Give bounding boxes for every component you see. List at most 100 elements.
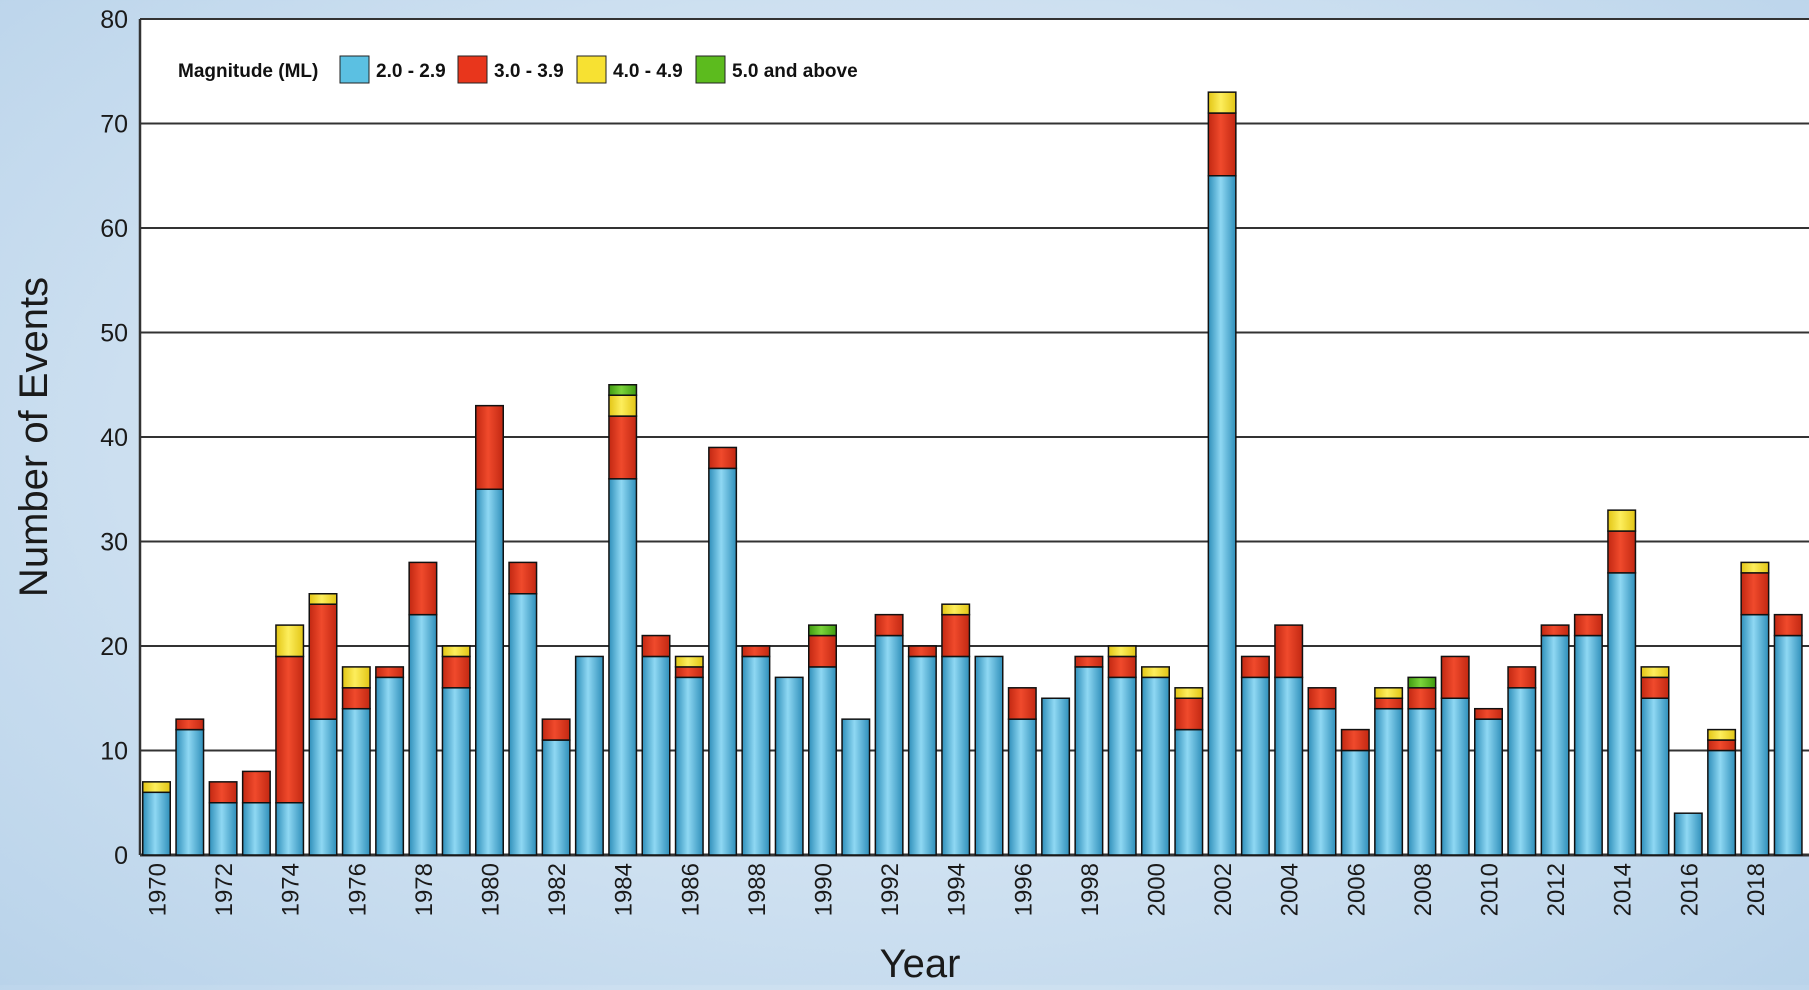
bar-segment-1983-s1 <box>574 655 604 856</box>
bars <box>142 91 1803 856</box>
bar-segment-1998-s2 <box>1074 655 1104 668</box>
bar-segment-1985-s2 <box>641 634 671 658</box>
bar-segment-2015-s1 <box>1640 697 1670 856</box>
bar-segment-1990-s1 <box>808 666 837 856</box>
bar-segment-2014-s2 <box>1607 530 1637 574</box>
legend-swatch <box>457 55 488 84</box>
bar-segment-1973-s2 <box>241 770 271 804</box>
legend-label: 3.0 - 3.9 <box>494 61 564 82</box>
bar-segment-1974-s2 <box>275 655 305 804</box>
bar-segment-2014-s3 <box>1607 509 1637 532</box>
legend-swatch <box>339 55 370 84</box>
x-tick-label: 1976 <box>344 863 371 916</box>
bar-segment-1990-s2 <box>808 634 837 668</box>
x-tick-label: 1974 <box>278 863 305 916</box>
bar-segment-1975-s2 <box>308 603 338 720</box>
y-tick-label: 0 <box>114 842 128 870</box>
bar-segment-1997-s1 <box>1041 697 1071 856</box>
bar-segment-2010-s2 <box>1474 707 1503 720</box>
bar-segment-2001-s3 <box>1174 687 1204 699</box>
bar-segment-2012-s1 <box>1540 634 1570 856</box>
bar-segment-1980-s2 <box>475 404 504 490</box>
y-tick-label: 70 <box>100 111 128 139</box>
x-tick-label: 2008 <box>1410 863 1437 916</box>
x-tick-label: 2018 <box>1743 863 1770 916</box>
bar-segment-1994-s3 <box>941 603 971 616</box>
bar-segment-2017-s1 <box>1707 749 1737 856</box>
bar-segment-2005-s1 <box>1307 707 1337 856</box>
y-tick-label: 20 <box>100 633 128 661</box>
legend-label: 2.0 - 2.9 <box>376 61 446 82</box>
bar-segment-1985-s1 <box>641 655 671 856</box>
x-tick-label: 2002 <box>1210 863 1237 916</box>
bar-segment-2017-s3 <box>1707 728 1737 741</box>
legend-title: Magnitude (ML) <box>178 61 318 82</box>
bar-segment-2007-s1 <box>1374 707 1404 856</box>
bar-segment-2002-s2 <box>1207 112 1237 177</box>
x-tick-label: 2004 <box>1277 863 1304 916</box>
bar-segment-1994-s1 <box>941 655 971 856</box>
bar-segment-2015-s2 <box>1640 676 1670 699</box>
bar-segment-2013-s1 <box>1573 634 1603 856</box>
bar-segment-1971-s2 <box>175 718 205 731</box>
bar-segment-2001-s2 <box>1174 697 1204 731</box>
x-tick-label: 1992 <box>877 863 904 916</box>
bar-segment-1980-s1 <box>475 488 504 856</box>
bar-segment-2001-s1 <box>1174 728 1204 856</box>
bar-segment-1975-s1 <box>308 718 338 856</box>
bar-segment-1996-s1 <box>1007 718 1037 856</box>
bar-segment-1986-s3 <box>674 655 704 668</box>
bar-segment-2016-s1 <box>1673 812 1703 856</box>
x-tick-label: 2014 <box>1610 863 1637 916</box>
bar-segment-2007-s2 <box>1374 697 1404 710</box>
bar-segment-1984-s2 <box>608 415 638 480</box>
bar-segment-1978-s1 <box>408 613 438 856</box>
x-axis-title: Year <box>880 942 961 985</box>
bar-segment-2018-s3 <box>1740 561 1770 574</box>
x-tick-label: 2000 <box>1144 863 1171 916</box>
bar-segment-1977-s1 <box>375 676 405 856</box>
bar-segment-1987-s1 <box>708 467 738 856</box>
x-tick-label: 1988 <box>744 863 771 916</box>
bar-segment-1976-s1 <box>341 707 371 856</box>
bar-segment-2011-s1 <box>1507 687 1537 856</box>
x-tick-label: 2016 <box>1676 863 1703 916</box>
bar-segment-2006-s2 <box>1340 728 1370 752</box>
x-tick-label: 1986 <box>677 863 704 916</box>
legend-swatch <box>576 55 607 84</box>
bar-segment-1984-s4 <box>608 384 638 396</box>
bar-segment-1981-s1 <box>508 593 538 856</box>
bar-segment-2019-s1 <box>1773 634 1803 856</box>
bar-segment-2003-s1 <box>1240 676 1270 856</box>
x-tick-label: 1998 <box>1077 863 1104 916</box>
y-tick-label: 60 <box>100 215 128 243</box>
bar-segment-2017-s2 <box>1707 739 1737 752</box>
bar-segment-1984-s3 <box>608 394 638 417</box>
bar-segment-1981-s2 <box>508 561 538 595</box>
x-tick-label: 1994 <box>944 863 971 916</box>
bar-segment-2007-s3 <box>1374 687 1404 699</box>
x-tick-label: 1972 <box>211 863 238 916</box>
bar-segment-1975-s3 <box>308 593 338 605</box>
bar-segment-1999-s1 <box>1107 676 1137 856</box>
bar-segment-1979-s1 <box>441 687 471 856</box>
x-tick-label: 2012 <box>1543 863 1570 916</box>
bar-segment-1974-s3 <box>275 624 305 658</box>
y-tick-label: 50 <box>100 320 128 348</box>
bar-segment-1993-s1 <box>907 655 937 856</box>
x-tick-label: 1984 <box>611 863 638 916</box>
bar-segment-2003-s2 <box>1240 655 1270 679</box>
bar-segment-1987-s2 <box>708 446 738 470</box>
y-tick-label: 10 <box>100 738 128 766</box>
legend-label: 5.0 and above <box>732 61 858 82</box>
bar-segment-1972-s1 <box>208 802 238 856</box>
bar-segment-1984-s1 <box>608 478 638 856</box>
bar-segment-1986-s1 <box>674 676 704 856</box>
bar-segment-1989-s1 <box>774 676 804 856</box>
bar-segment-2019-s2 <box>1773 613 1803 637</box>
x-tick-label: 1980 <box>478 863 505 916</box>
bar-segment-2002-s3 <box>1207 91 1237 114</box>
bar-segment-2000-s1 <box>1141 676 1170 856</box>
x-tick-label: 2006 <box>1343 863 1370 916</box>
